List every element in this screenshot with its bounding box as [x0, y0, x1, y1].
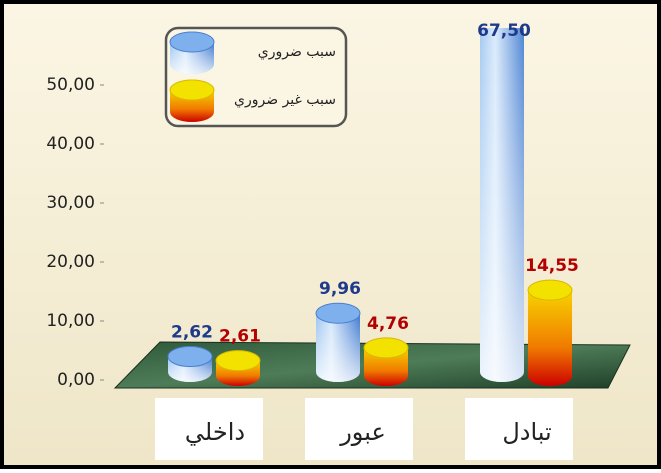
value-label: 67,50	[477, 21, 531, 41]
plot-area	[167, 28, 573, 386]
bar	[528, 290, 572, 386]
bar-top	[527, 279, 573, 301]
y-tick-label: 30,00	[46, 193, 95, 213]
category-box	[305, 398, 413, 460]
bar-shade	[480, 28, 524, 382]
y-tick-label: 20,00	[46, 252, 95, 272]
value-label: 2,61	[219, 327, 261, 347]
y-tick-label: 0,00	[57, 370, 95, 390]
category-box	[155, 398, 263, 460]
bar-top	[215, 350, 261, 372]
bar-shade	[316, 313, 360, 382]
bar	[364, 347, 408, 386]
bar-top	[363, 337, 409, 359]
x-tick-label: داخلي	[185, 418, 245, 446]
y-tick-label: 10,00	[46, 311, 95, 331]
bar-top	[169, 31, 215, 53]
value-label: 9,96	[319, 279, 361, 299]
legend-label: سبب غير ضروري	[234, 92, 336, 108]
x-tick-label: عبور	[339, 418, 386, 446]
category-box	[465, 398, 573, 460]
y-tick-label: 50,00	[46, 75, 95, 95]
y-tick-label: 40,00	[46, 134, 95, 154]
bar-top	[315, 302, 361, 324]
value-label: 2,62	[171, 323, 213, 343]
legend-label: سبب ضروري	[258, 44, 336, 60]
x-tick-label: تبادل	[502, 418, 551, 446]
bar-top	[167, 346, 213, 368]
value-label: 4,76	[367, 314, 409, 334]
value-label: 14,55	[525, 256, 579, 276]
bar-top	[169, 79, 215, 101]
